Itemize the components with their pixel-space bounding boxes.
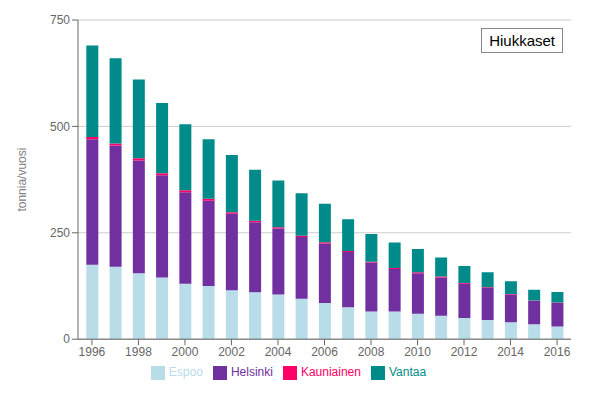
svg-text:2010: 2010 bbox=[404, 345, 431, 359]
svg-text:1996: 1996 bbox=[79, 345, 106, 359]
svg-text:750: 750 bbox=[50, 13, 70, 27]
html-text:Kauniainen: Kauniainen bbox=[300, 365, 361, 380]
html-text:Hiukkaset: Hiukkaset bbox=[489, 32, 555, 49]
svg-text:1998: 1998 bbox=[125, 345, 152, 359]
svg-text:2002: 2002 bbox=[218, 345, 245, 359]
svg-text:2014: 2014 bbox=[497, 345, 524, 359]
svg-text:0: 0 bbox=[63, 332, 70, 346]
svg-text:250: 250 bbox=[50, 226, 70, 240]
html-text:Espoo: Espoo bbox=[168, 365, 203, 380]
html-text:Vantaa: Vantaa bbox=[389, 365, 427, 380]
svg-text:2000: 2000 bbox=[172, 345, 199, 359]
svg-text:500: 500 bbox=[50, 120, 70, 134]
svg-text:2016: 2016 bbox=[544, 345, 571, 359]
svg-text:2012: 2012 bbox=[451, 345, 478, 359]
svg-text:2006: 2006 bbox=[311, 345, 338, 359]
svg-text:2008: 2008 bbox=[358, 345, 385, 359]
svg-text:2004: 2004 bbox=[265, 345, 292, 359]
svg-text:tonnia/vuosi: tonnia/vuosi bbox=[15, 148, 29, 212]
html-text:Helsinki: Helsinki bbox=[230, 365, 273, 380]
